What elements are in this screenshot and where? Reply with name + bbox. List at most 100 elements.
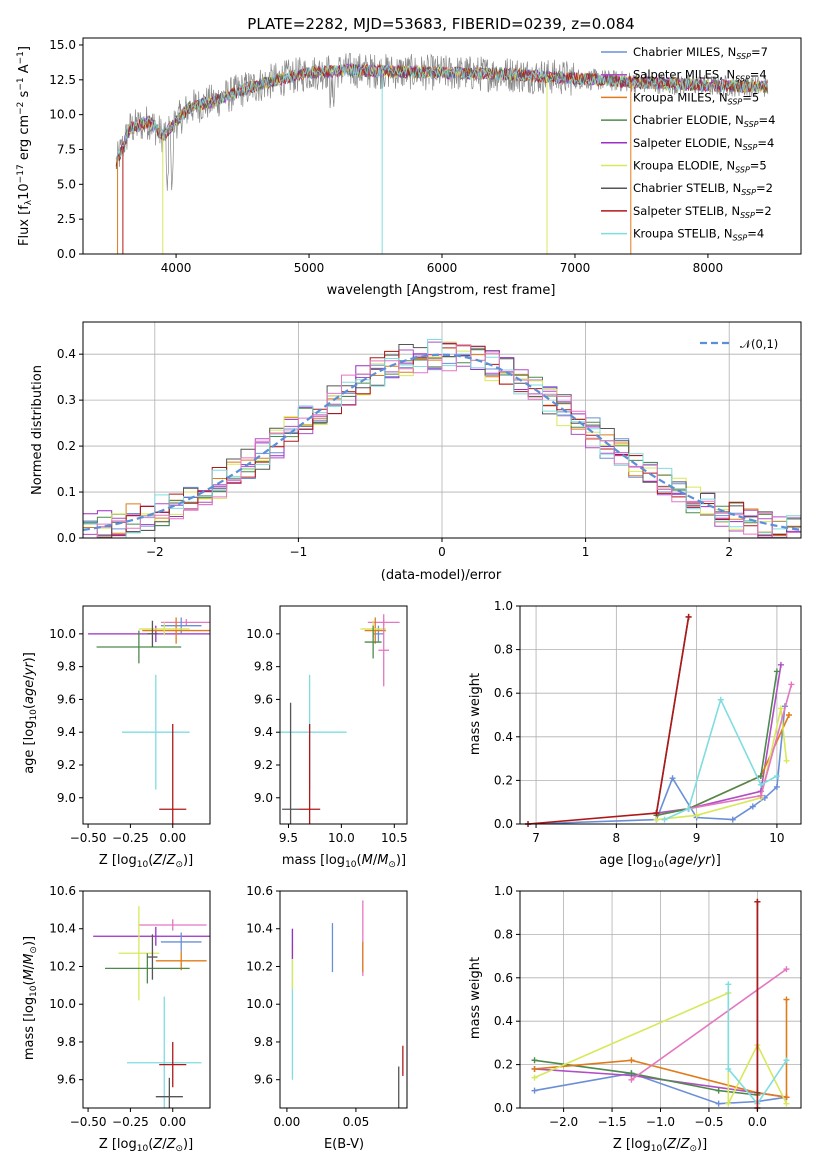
mass-z-ytick-label: 10.0 [49, 997, 76, 1011]
mw-z-marker [725, 981, 732, 988]
mass-weight-vs-age-panel: age [log10(age/yr)] mass weight 7 8 9 10 0.0… [468, 599, 802, 870]
mw-age-marker [729, 816, 736, 823]
mass-z-xtick-label: −0.25 [112, 1115, 149, 1129]
histogram-ytick-label: 0.3 [57, 393, 76, 407]
mw-age-marker [773, 668, 780, 675]
age-vs-mass-panel: mass [log10(M/M⊙)] 9.5 10.0 10.5 9.0 9.2 9.4 9… [246, 605, 408, 870]
mw-age-marker [717, 696, 724, 703]
spectrum-ytick-label: 15.0 [49, 38, 76, 52]
mw-age-marker [785, 712, 792, 718]
age-mass-ytick-label: 9.8 [254, 660, 273, 674]
mass-z-plot-area [93, 906, 210, 1108]
mw-z-xtick-label: −0.5 [694, 1115, 723, 1129]
mw-age-marker [757, 773, 764, 780]
mw-z-xlabel: Z [log10(Z/Z⊙)] [613, 1137, 707, 1154]
age-mass-xtick-label: 9.5 [279, 831, 298, 845]
histogram-xtick-label: 1 [582, 545, 590, 559]
mw-age-marker [757, 781, 764, 788]
legend-entry: Chabrier ELODIE, NSSP=4 [633, 113, 775, 129]
age-mass-xtick-label: 10.0 [328, 831, 355, 845]
legend-entry: Kroupa ELODIE, NSSP=5 [633, 159, 767, 175]
mw-z-xtick-label: −1.5 [597, 1115, 626, 1129]
mass-z-ytick-label: 10.4 [49, 922, 76, 936]
age-mass-xlabel: mass [log10(M/M⊙)] [282, 853, 406, 870]
age-z-xtick-label: 0.00 [159, 831, 186, 845]
mw-z-marker [783, 1057, 790, 1064]
spectrum-ytick-label: 7.5 [57, 142, 76, 156]
legend-entry: 𝒩(0,1) [740, 337, 778, 351]
legend-entry: Kroupa STELIB, NSSP=4 [633, 227, 764, 243]
spectrum-xtick-label: 5000 [294, 261, 325, 275]
histogram-ytick-label: 0.4 [57, 347, 76, 361]
mw-z-marker [725, 1065, 732, 1072]
mw-age-xtick-label: 10 [769, 831, 784, 845]
mass-vs-ebv-panel: E(B-V) 0.00 0.05 9.6 9.8 10.0 10.2 10.4 10.6 [246, 884, 408, 1152]
legend-entry: Salpeter STELIB, NSSP=2 [633, 204, 772, 220]
mw-z-marker [531, 1057, 538, 1064]
mw-z-xtick-label: 0.0 [748, 1115, 767, 1129]
histogram-step [83, 344, 801, 539]
histogram-xtick-label: 2 [725, 545, 733, 559]
spectrum-model-line [115, 64, 768, 163]
spectrum-panel: PLATE=2282, MJD=53683, FIBERID=0239, z=0… [16, 15, 802, 298]
histogram-ylabel: Normed distribution [30, 365, 45, 495]
histogram-xtick-label: −1 [290, 545, 308, 559]
age-mass-ytick-label: 9.6 [254, 692, 273, 706]
mw-age-marker [685, 613, 692, 620]
mw-age-marker [788, 681, 795, 688]
age-z-ytick-label: 9.8 [57, 660, 76, 674]
mw-age-ytick-label: 0.2 [494, 773, 513, 787]
legend-entry: Salpeter ELODIE, NSSP=4 [633, 136, 774, 152]
mw-age-marker [773, 773, 780, 780]
legend-entry: Salpeter MILES, NSSP=4 [633, 68, 767, 84]
spectrum-xtick-label: 7000 [560, 261, 591, 275]
histogram-step [82, 339, 801, 539]
mw-age-ytick-label: 1.0 [494, 599, 513, 613]
spectrum-ytick-label: 2.5 [57, 212, 76, 226]
mw-age-marker [783, 757, 790, 764]
mass-ebv-plot-area [291, 900, 404, 1108]
mw-age-ytick-label: 0.0 [494, 817, 513, 831]
mass-z-ytick-label: 10.6 [49, 884, 76, 898]
mw-z-series-line [630, 968, 787, 1081]
age-z-xlabel: Z [log10(Z/Z⊙)] [99, 853, 193, 870]
mw-age-marker [777, 705, 784, 712]
mass-z-ytick-label: 10.2 [49, 959, 76, 973]
mw-age-series-line [656, 671, 778, 817]
mw-z-ytick-label: 0.8 [494, 927, 513, 941]
mw-age-frame [519, 605, 802, 825]
mw-age-ytick-label: 0.4 [494, 730, 513, 744]
residual-histogram-panel: (data-model)/error Normed distribution −… [30, 321, 802, 583]
mw-z-marker [754, 898, 761, 905]
spectrum-xtick-label: 4000 [161, 261, 192, 275]
mw-z-marker [783, 1100, 790, 1107]
mw-z-series-line [534, 1059, 758, 1096]
spectrum-xtick-label: 6000 [427, 261, 458, 275]
mass-ebv-ytick-label: 9.6 [254, 1073, 273, 1087]
mw-age-ytick-label: 0.6 [494, 686, 513, 700]
mw-age-marker [693, 812, 700, 819]
age-z-xtick-label: −0.25 [112, 831, 149, 845]
age-z-ylabel: age [log10(age/yr)] [22, 652, 39, 774]
gaussian-reference-line [82, 353, 802, 531]
mw-age-marker [773, 783, 780, 790]
mw-z-ytick-label: 0.6 [494, 971, 513, 985]
mw-z-marker [628, 1076, 635, 1083]
mw-z-ytick-label: 1.0 [494, 884, 513, 898]
spectrum-ytick-label: 5.0 [57, 177, 76, 191]
age-mass-ytick-label: 10.0 [246, 627, 273, 641]
histogram-xtick-label: 0 [438, 545, 446, 559]
mw-z-xtick-label: −2.0 [549, 1115, 578, 1129]
mw-z-marker [531, 1074, 538, 1081]
mw-age-marker [749, 803, 756, 810]
mw-z-ytick-label: 0.0 [494, 1101, 513, 1115]
spectrum-ytick-label: 0.0 [57, 247, 76, 261]
age-z-ytick-label: 10.0 [49, 627, 76, 641]
age-mass-plot-area [280, 614, 400, 824]
histogram-ytick-label: 0.1 [57, 485, 76, 499]
mw-z-marker [628, 1057, 635, 1064]
age-z-ytick-label: 9.0 [57, 791, 76, 805]
spectrum-ytick-label: 12.5 [49, 73, 76, 87]
mw-age-ylabel: mass weight [468, 673, 483, 755]
